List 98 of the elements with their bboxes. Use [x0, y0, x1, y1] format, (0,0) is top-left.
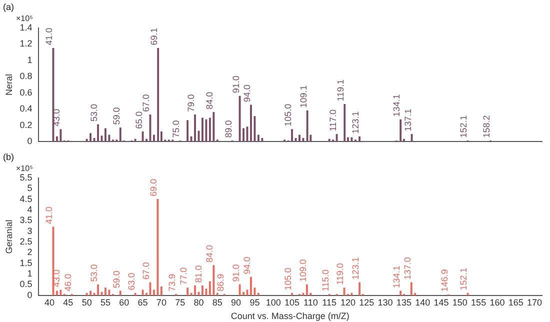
y-tick-label: 0.4 — [20, 104, 32, 114]
annotation: 89.0 — [223, 120, 234, 138]
x-tick-label: 165 — [508, 297, 524, 308]
annotation: 94.0 — [242, 256, 252, 274]
y-tick-label: 1.2 — [20, 38, 32, 49]
annotation: 91.0 — [230, 76, 241, 94]
annotation: 53.0 — [88, 264, 99, 282]
annotation: 84.0 — [204, 92, 215, 110]
x-tick-label: 145 — [434, 297, 449, 308]
annotation: 46.0 — [62, 274, 73, 292]
x-tick-label: 80 — [194, 297, 204, 308]
annotation: 137.1 — [402, 108, 413, 132]
x-tick-label: 110 — [303, 297, 318, 308]
annotation: 117.0 — [328, 109, 338, 132]
annotation: 137.0 — [402, 257, 412, 280]
x-tick-label: 90 — [231, 297, 242, 308]
x-tick-label: 125 — [359, 297, 374, 308]
annotation: 69.0 — [148, 178, 159, 196]
x-tick-label: 40 — [44, 297, 55, 308]
annotation: 84.0 — [204, 244, 215, 263]
x-tick-label: 170 — [527, 297, 542, 308]
y-tick-label: 0.5 — [20, 279, 32, 290]
y-tick-label: 0.6 — [20, 87, 32, 98]
y-tick-label: 2.5 — [20, 236, 32, 247]
x-tick-label: 85 — [212, 297, 222, 308]
y-tick-label: 0 — [27, 290, 32, 300]
y-tick-label: 1 — [27, 268, 32, 279]
annotation: 123.1 — [350, 257, 361, 280]
y-tick-label: 0.8 — [20, 71, 32, 82]
annotation: 79.0 — [186, 94, 196, 112]
x-tick-label: 95 — [250, 297, 260, 308]
annotation: 115.0 — [320, 269, 330, 292]
x-tick-label: 140 — [415, 297, 430, 308]
annotation: 119.0 — [335, 263, 346, 285]
annotation: 67.0 — [141, 262, 152, 280]
y-tick-label: 3 — [27, 226, 32, 236]
annotation: 81.0 — [193, 265, 204, 283]
annotation: 41.0 — [44, 206, 54, 224]
annotation: 123.1 — [350, 111, 361, 134]
x-tick-label: 115 — [322, 297, 337, 308]
annotation: 65.0 — [134, 111, 144, 129]
annotation: 53.0 — [88, 104, 99, 122]
y-tick-label: 1.4 — [20, 22, 32, 32]
annotation: 59.0 — [111, 270, 122, 288]
x-tick-label: 65 — [138, 297, 148, 308]
annotation: 105.0 — [283, 104, 294, 126]
annotation: 69.1 — [149, 28, 160, 46]
annotation: 119.1 — [336, 79, 346, 102]
y-tick-label: 1 — [27, 54, 32, 65]
y-tick-label: 2 — [27, 247, 32, 258]
y-tick-label: 1.5 — [20, 258, 32, 268]
annotation: 146.9 — [439, 269, 450, 292]
text: ×10⁵ — [16, 14, 33, 23]
annotation: 63.0 — [126, 272, 136, 290]
y-tick-label: 5.5 — [20, 172, 32, 182]
x-tick-label: 105 — [284, 297, 300, 308]
annotation: 77.0 — [178, 267, 189, 285]
annotation: 41.0 — [44, 28, 54, 46]
annotation: 86.9 — [215, 274, 226, 292]
annotation: 152.1 — [458, 268, 469, 290]
x-tick-label: 50 — [82, 297, 92, 308]
y-axis-title: Neral — [4, 74, 14, 96]
y-tick-label: 4 — [27, 204, 32, 215]
y-tick-label: 0.2 — [20, 120, 32, 130]
y-tick-label: 4.5 — [20, 194, 32, 204]
annotation: 59.0 — [111, 107, 122, 125]
x-tick-label: 130 — [378, 297, 393, 308]
x-tick-label: 160 — [490, 297, 505, 308]
x-tick-label: 75 — [175, 297, 186, 308]
x-tick-label: 155 — [471, 297, 486, 308]
x-tick-label: 60 — [119, 297, 130, 308]
annotation: 67.0 — [141, 94, 152, 112]
y-tick-label: 3.5 — [20, 215, 32, 226]
x-tick-label: 70 — [156, 297, 166, 308]
annotation: 73.9 — [166, 274, 177, 292]
y-axis-title: Geranial — [4, 220, 14, 254]
annotation: 134.1 — [392, 94, 402, 117]
annotation: 75.0 — [171, 120, 182, 138]
x-tick-label: 150 — [452, 297, 468, 308]
x-axis-title: Count vs. Mass-Charge (m/Z) — [230, 311, 350, 322]
chart-title: (a) — [3, 2, 14, 12]
x-tick-label: 55 — [100, 297, 110, 308]
chart-title: (b) — [3, 152, 14, 162]
annotation: 152.1 — [458, 115, 469, 138]
annotation: 91.0 — [230, 264, 241, 282]
y-tick-label: 0 — [27, 136, 32, 146]
annotation: 94.0 — [242, 84, 252, 102]
x-tick-label: 135 — [396, 297, 412, 308]
x-tick-label: 45 — [63, 297, 74, 308]
y-tick-label: 5 — [27, 183, 32, 194]
annotation: 134.1 — [392, 266, 402, 288]
annotation: 105.0 — [283, 268, 294, 290]
annotation: 109.0 — [298, 259, 308, 282]
annotation: 109.1 — [298, 85, 308, 108]
x-tick-label: 120 — [340, 297, 356, 308]
annotation: 158.2 — [481, 115, 492, 138]
text: ×10⁵ — [16, 164, 33, 173]
x-tick-label: 100 — [266, 297, 281, 308]
